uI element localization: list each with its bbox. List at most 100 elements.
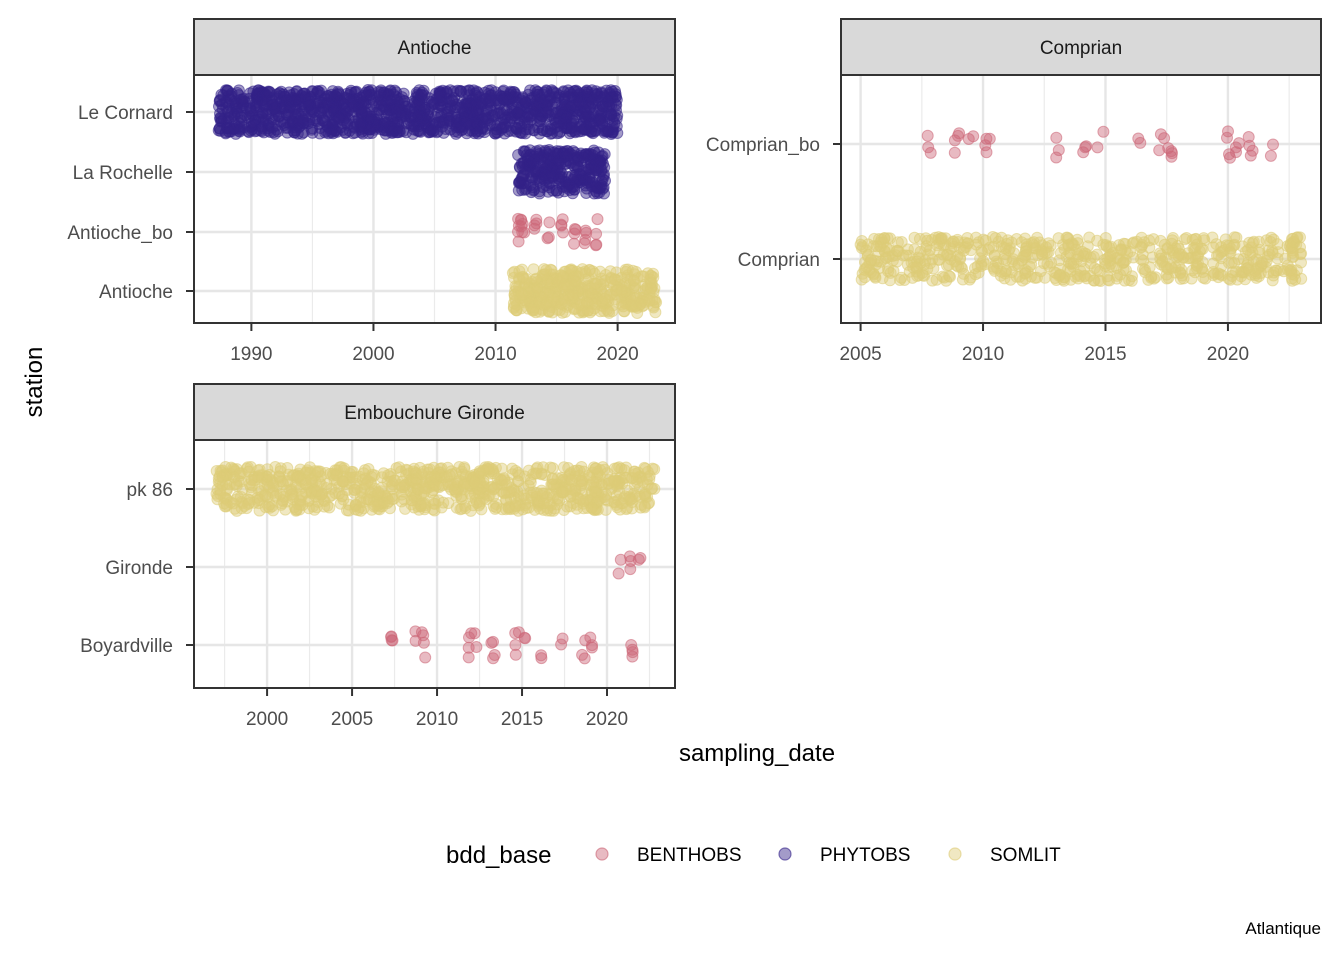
data-point [257, 113, 270, 126]
data-point [954, 253, 967, 266]
data-point [625, 294, 638, 307]
data-point [520, 492, 533, 505]
data-point [546, 472, 559, 485]
data-point [518, 156, 530, 169]
data-point [228, 122, 241, 135]
x-axis-title: sampling_date [679, 740, 835, 767]
data-point [1124, 245, 1137, 258]
data-point [591, 213, 604, 226]
data-point [1166, 234, 1179, 247]
data-point [538, 497, 550, 510]
data-point [1134, 136, 1147, 149]
data-point [224, 92, 237, 105]
data-point [553, 170, 566, 183]
data-point [530, 147, 543, 160]
data-point [1053, 254, 1066, 267]
data-point [254, 124, 267, 137]
data-point [418, 486, 431, 499]
data-point [512, 475, 524, 488]
data-point [391, 94, 404, 107]
data-point [1078, 263, 1091, 275]
data-point [562, 84, 575, 97]
data-point [332, 113, 345, 126]
data-point [961, 232, 974, 244]
data-point [965, 244, 977, 257]
data-point [560, 150, 573, 163]
data-point [536, 172, 549, 185]
data-point [568, 275, 581, 287]
data-point [423, 125, 436, 138]
data-point [1134, 241, 1147, 254]
facet-panel: Embouchure Gironde Boyardville Gironde pk 8… [80, 383, 676, 730]
x-tick-label: 2010 [962, 344, 1004, 365]
data-point [920, 240, 933, 253]
data-point [948, 134, 961, 147]
data-point [390, 462, 403, 475]
legend-label: SOMLIT [990, 845, 1061, 866]
data-point [291, 127, 304, 140]
data-point [516, 226, 529, 239]
data-point [1149, 271, 1162, 284]
data-point [578, 237, 591, 250]
x-tick-label: 2020 [1207, 344, 1249, 365]
data-point [561, 500, 574, 513]
data-point [567, 289, 579, 301]
x-tick-label: 2005 [839, 344, 881, 365]
data-point [891, 244, 904, 257]
data-point [552, 186, 565, 199]
facet-panels: Antioche Antioche Antioche_bo La Rochelle Le… [67, 18, 1322, 730]
data-point [554, 116, 567, 129]
data-point [1023, 260, 1036, 273]
legend-label: BENTHOBS [637, 845, 742, 866]
data-point [418, 503, 431, 516]
data-point [428, 504, 441, 517]
data-point [969, 262, 981, 275]
data-point [1019, 272, 1032, 285]
data-point [979, 139, 992, 152]
data-point [412, 111, 425, 124]
data-point [514, 126, 527, 139]
panel-background [841, 75, 1321, 323]
data-point [569, 223, 582, 236]
data-point [410, 477, 422, 490]
data-point [446, 94, 459, 107]
data-point [286, 493, 299, 506]
y-tick-label: Comprian [738, 250, 820, 271]
data-point [505, 112, 518, 125]
data-point [568, 237, 580, 250]
data-point [1216, 245, 1229, 258]
data-point [588, 159, 601, 172]
data-point [1243, 139, 1256, 152]
data-point [555, 638, 568, 651]
data-point [524, 84, 537, 97]
data-point [1139, 266, 1152, 279]
data-point [543, 216, 556, 229]
data-point [1249, 267, 1262, 280]
data-point [386, 121, 399, 134]
data-point [433, 90, 446, 103]
data-point [634, 552, 647, 564]
data-point [910, 261, 923, 274]
data-point [565, 474, 578, 487]
data-point [1196, 256, 1209, 268]
data-point [428, 470, 441, 483]
data-point [604, 265, 617, 278]
x-tick-label: 1990 [230, 344, 272, 365]
data-point [967, 130, 980, 143]
data-point [1255, 256, 1268, 269]
data-point [633, 490, 646, 503]
data-point [312, 465, 325, 478]
data-point [588, 267, 601, 280]
data-point [214, 484, 227, 497]
data-point [1114, 268, 1127, 281]
data-point [579, 148, 592, 161]
data-point [397, 125, 410, 137]
data-point [450, 119, 463, 132]
data-point [1091, 234, 1104, 247]
data-point [527, 181, 540, 194]
data-point [1262, 266, 1275, 279]
facet-panel: Antioche Antioche Antioche_bo La Rochelle Le… [67, 18, 676, 365]
data-point [437, 496, 450, 509]
data-point [509, 499, 522, 512]
